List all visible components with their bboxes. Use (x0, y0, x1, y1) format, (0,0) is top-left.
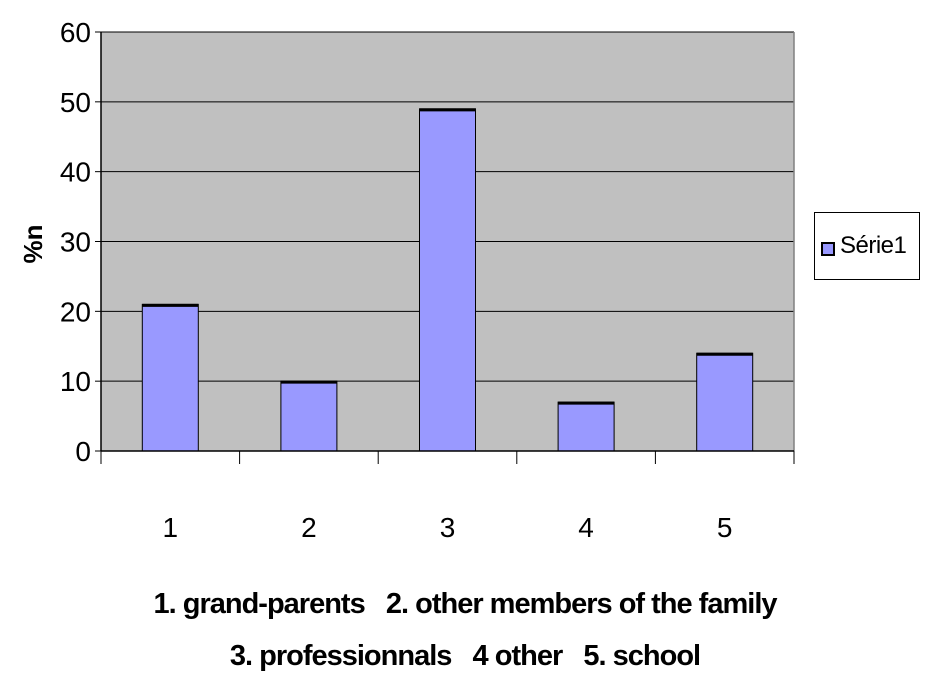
bar (419, 108, 476, 452)
bar-chart: 0 10 20 30 40 50 60 1 2 3 4 5 %n (18, 17, 795, 543)
y-tick-label: 20 (60, 296, 91, 327)
x-tick-label: 5 (717, 512, 733, 543)
category-key-line-1: 1. grand-parents 2. other members of the… (153, 588, 778, 620)
x-tick-label: 3 (440, 512, 456, 543)
category-key-line-2: 3. professionnals 4 other 5. school (229, 640, 701, 672)
x-tick-labels: 1 2 3 4 5 (163, 512, 733, 543)
y-tick-label: 40 (60, 157, 91, 188)
y-tick-labels: 0 10 20 30 40 50 60 (60, 17, 91, 467)
x-tick-label: 1 (163, 512, 179, 543)
bar (557, 401, 615, 452)
y-tick-label: 60 (60, 17, 91, 48)
y-tick-label: 30 (60, 227, 91, 258)
x-tick-label: 2 (301, 512, 317, 543)
y-tick-label: 10 (60, 366, 91, 397)
legend: Série1 (814, 212, 920, 280)
legend-label: Série1 (840, 232, 907, 259)
y-tick-label: 0 (75, 436, 91, 467)
legend-swatch (821, 242, 835, 256)
bars (141, 108, 754, 452)
x-tick-label: 4 (578, 512, 594, 543)
axes (95, 31, 795, 464)
y-tick-label: 50 (60, 87, 91, 118)
bar (696, 352, 754, 452)
bar (280, 380, 338, 452)
y-axis-label: %n (18, 225, 48, 264)
bar (141, 303, 199, 452)
